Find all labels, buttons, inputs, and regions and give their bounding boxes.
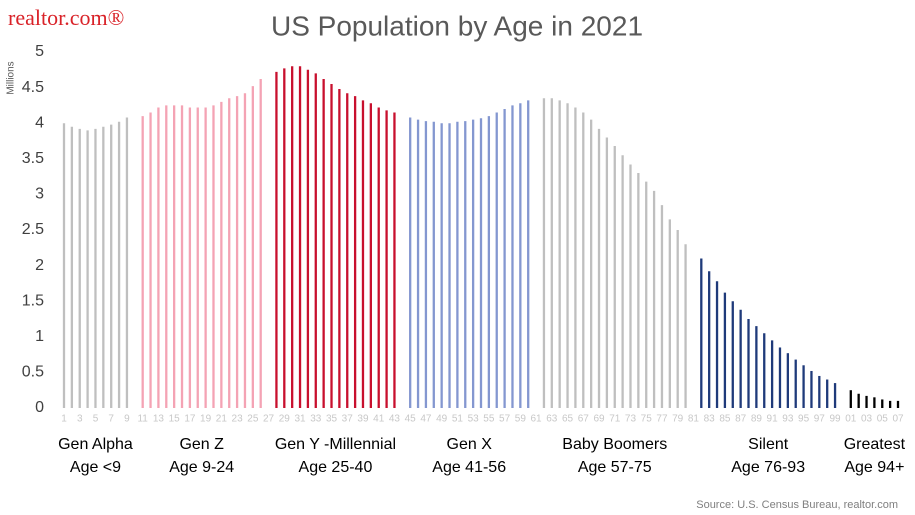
x-tick-label: 1 <box>61 414 67 425</box>
y-tick-label: 3.5 <box>22 150 44 167</box>
x-tick-label: 81 <box>688 414 700 425</box>
group-age: Age 94+ <box>844 459 904 476</box>
y-tick-label: 3 <box>35 186 44 203</box>
x-tick-label: 35 <box>326 414 338 425</box>
x-tick-label: 31 <box>294 414 306 425</box>
group-age: Age 41-56 <box>432 459 506 476</box>
x-tick-label: 15 <box>169 414 181 425</box>
x-tick-label: 7 <box>108 414 114 425</box>
x-tick-label: 45 <box>405 414 417 425</box>
x-tick-label: 9 <box>124 414 130 425</box>
x-tick-label: 91 <box>767 414 779 425</box>
y-tick-label: 4 <box>35 114 44 131</box>
x-tick-label: 43 <box>389 414 401 425</box>
x-tick-label: 57 <box>499 414 511 425</box>
x-tick-label: 5 <box>93 414 99 425</box>
y-tick-label: 2.5 <box>22 221 44 238</box>
x-tick-label: 11 <box>137 414 148 425</box>
x-tick-label: 83 <box>704 414 716 425</box>
x-tick-label: 65 <box>562 414 574 425</box>
x-tick-label: 29 <box>279 414 291 425</box>
x-tick-label: 13 <box>153 414 165 425</box>
x-tick-label: 73 <box>625 414 637 425</box>
x-tick-label: 59 <box>515 414 527 425</box>
x-tick-label: 03 <box>861 414 873 425</box>
group-age: Age <9 <box>70 459 121 476</box>
x-tick-label: 21 <box>216 414 228 425</box>
x-tick-label: 53 <box>468 414 480 425</box>
x-tick-label: 61 <box>531 414 543 425</box>
x-tick-label: 79 <box>672 414 684 425</box>
y-tick-label: 2 <box>35 257 44 274</box>
x-tick-label: 71 <box>609 414 621 425</box>
x-tick-label: 63 <box>546 414 558 425</box>
y-tick-label: 1.5 <box>22 292 44 309</box>
group-label: Gen X <box>447 436 493 453</box>
x-tick-label: 99 <box>829 414 841 425</box>
x-tick-label: 07 <box>892 414 904 425</box>
group-label: Gen Alpha <box>58 436 133 453</box>
x-tick-label: 47 <box>420 414 432 425</box>
chart-title: US Population by Age in 2021 <box>271 10 643 41</box>
x-tick-label: 77 <box>656 414 668 425</box>
x-tick-label: 93 <box>782 414 794 425</box>
x-tick-label: 75 <box>641 414 653 425</box>
x-tick-label: 33 <box>310 414 322 425</box>
group-age: Age 76-93 <box>731 459 805 476</box>
x-tick-label: 51 <box>452 414 464 425</box>
x-tick-label: 95 <box>798 414 810 425</box>
group-age: Age 9-24 <box>169 459 234 476</box>
x-tick-label: 97 <box>814 414 826 425</box>
y-tick-label: 5 <box>35 43 44 60</box>
y-tick-label: 0.5 <box>22 364 44 381</box>
y-tick-label: 1 <box>35 328 44 345</box>
x-tick-label: 19 <box>200 414 212 425</box>
group-label: Greatest <box>844 436 906 453</box>
x-tick-label: 41 <box>373 414 385 425</box>
logo: realtor.com® <box>8 5 124 30</box>
x-tick-label: 55 <box>483 414 495 425</box>
x-tick-label: 3 <box>77 414 83 425</box>
x-tick-label: 49 <box>436 414 448 425</box>
x-tick-label: 01 <box>845 414 857 425</box>
group-age: Age 57-75 <box>578 459 652 476</box>
x-tick-label: 67 <box>578 414 590 425</box>
x-tick-label: 17 <box>184 414 196 425</box>
group-label: Gen Y -Millennial <box>275 436 396 453</box>
x-tick-label: 37 <box>342 414 354 425</box>
group-label: Silent <box>748 436 789 453</box>
source: Source: U.S. Census Bureau, realtor.com <box>696 499 898 511</box>
x-tick-label: 25 <box>247 414 259 425</box>
x-tick-label: 87 <box>735 414 747 425</box>
group-label: Gen Z <box>179 436 224 453</box>
y-tick-label: 4.5 <box>22 79 44 96</box>
group-label: Baby Boomers <box>562 436 667 453</box>
y-tick-label: 0 <box>35 399 44 416</box>
group-age: Age 25-40 <box>299 459 373 476</box>
x-tick-label: 39 <box>357 414 369 425</box>
x-tick-label: 05 <box>877 414 889 425</box>
x-tick-label: 23 <box>232 414 244 425</box>
x-tick-label: 89 <box>751 414 763 425</box>
x-tick-label: 85 <box>719 414 731 425</box>
y-axis-label: Millions <box>6 61 17 94</box>
x-tick-label: 69 <box>593 414 605 425</box>
x-tick-label: 27 <box>263 414 275 425</box>
